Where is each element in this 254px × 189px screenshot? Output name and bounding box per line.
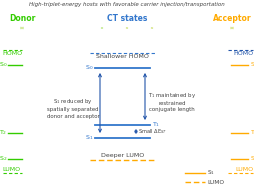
FancyBboxPatch shape bbox=[231, 27, 233, 29]
Text: T$_1$: T$_1$ bbox=[250, 129, 254, 137]
Text: S$_0$: S$_0$ bbox=[85, 64, 93, 72]
Text: S$_1$ reduced by
spatially separated
donor and acceptor: S$_1$ reduced by spatially separated don… bbox=[47, 97, 99, 119]
Text: T$_1$: T$_1$ bbox=[152, 121, 160, 129]
FancyBboxPatch shape bbox=[20, 28, 21, 29]
Text: High-triplet-energy hosts with favorable carrier injection/transportation: High-triplet-energy hosts with favorable… bbox=[29, 2, 225, 7]
Text: S$_0$: S$_0$ bbox=[250, 60, 254, 69]
FancyBboxPatch shape bbox=[20, 27, 21, 28]
FancyBboxPatch shape bbox=[23, 28, 24, 29]
Text: Deeper LUMO: Deeper LUMO bbox=[101, 153, 144, 158]
Text: HOMO: HOMO bbox=[2, 51, 22, 56]
FancyBboxPatch shape bbox=[101, 28, 102, 29]
Text: Shallower HOMO: Shallower HOMO bbox=[96, 54, 149, 59]
Text: S$_0$: S$_0$ bbox=[0, 60, 7, 69]
FancyBboxPatch shape bbox=[102, 27, 103, 28]
Text: T$_2$: T$_2$ bbox=[0, 129, 7, 137]
FancyBboxPatch shape bbox=[152, 27, 153, 28]
Text: Acceptor: Acceptor bbox=[213, 14, 251, 23]
FancyBboxPatch shape bbox=[151, 27, 152, 28]
FancyBboxPatch shape bbox=[233, 27, 234, 28]
FancyBboxPatch shape bbox=[102, 28, 103, 29]
Text: S$_1$: S$_1$ bbox=[250, 155, 254, 163]
Text: S$_1$: S$_1$ bbox=[207, 169, 215, 177]
FancyBboxPatch shape bbox=[21, 27, 23, 29]
FancyBboxPatch shape bbox=[151, 28, 152, 29]
FancyBboxPatch shape bbox=[101, 27, 102, 28]
Text: Small ΔE$_{ST}$: Small ΔE$_{ST}$ bbox=[138, 127, 167, 136]
FancyBboxPatch shape bbox=[23, 27, 24, 28]
FancyBboxPatch shape bbox=[152, 28, 153, 29]
Text: HOMO: HOMO bbox=[234, 51, 254, 56]
Text: S$_2$: S$_2$ bbox=[0, 155, 7, 163]
Text: CT states: CT states bbox=[107, 14, 147, 23]
Text: LUMO: LUMO bbox=[2, 167, 20, 172]
Text: LUMO: LUMO bbox=[207, 180, 224, 184]
FancyBboxPatch shape bbox=[233, 28, 234, 29]
Text: T$_1$ maintained by
restrained
conjugate length: T$_1$ maintained by restrained conjugate… bbox=[148, 91, 196, 112]
FancyBboxPatch shape bbox=[230, 28, 231, 29]
Text: Donor: Donor bbox=[9, 14, 35, 23]
FancyBboxPatch shape bbox=[230, 27, 231, 28]
Text: LUMO: LUMO bbox=[236, 167, 254, 172]
Text: S$_1$: S$_1$ bbox=[85, 134, 93, 143]
